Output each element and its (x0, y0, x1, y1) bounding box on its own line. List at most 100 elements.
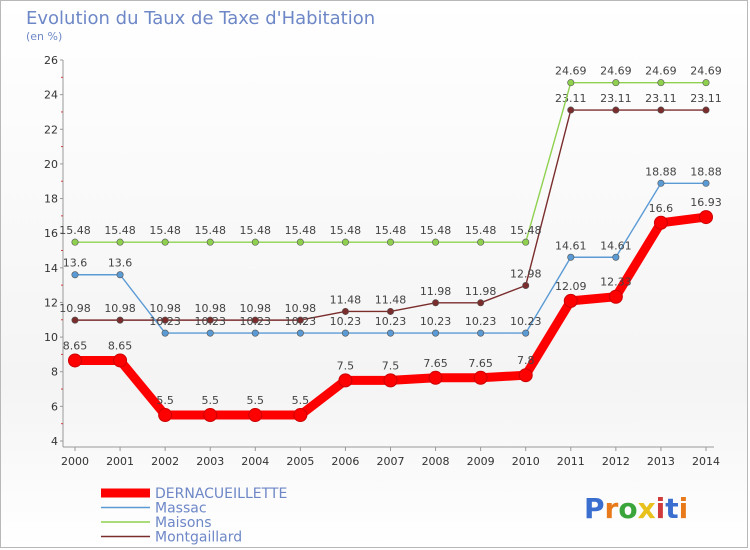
logo-letter: x (638, 492, 656, 525)
x-tick-label: 2011 (557, 455, 585, 468)
data-point (251, 329, 259, 337)
data-point (699, 210, 713, 225)
data-point (657, 179, 665, 187)
data-label: 15.48 (149, 224, 181, 237)
data-label: 13.6 (63, 257, 88, 270)
data-label: 15.48 (59, 224, 91, 237)
data-point (341, 238, 349, 246)
data-label: 15.48 (510, 224, 542, 237)
data-point (203, 408, 218, 423)
data-point (71, 238, 79, 246)
data-point (567, 253, 575, 261)
data-label: 10.23 (149, 315, 181, 328)
data-point (432, 329, 440, 337)
series-montgaillard: 10.98 10.98 10.98 10.98 10.98 10.98 11.48 11.48… (59, 92, 722, 324)
data-point (161, 238, 169, 246)
data-point (116, 271, 124, 279)
y-tick-label: 6 (51, 400, 58, 413)
legend-label: Massac (155, 501, 207, 517)
data-label: 10.98 (194, 302, 226, 315)
data-label: 13.6 (108, 257, 133, 270)
x-tick-label: 2014 (692, 455, 720, 468)
data-point (612, 253, 620, 261)
data-label: 10.23 (465, 315, 497, 328)
data-point (71, 271, 79, 279)
data-label: 15.48 (194, 224, 226, 237)
data-point (251, 238, 259, 246)
data-label: 15.48 (420, 224, 452, 237)
x-tick-label: 2004 (241, 455, 269, 468)
data-point (296, 238, 304, 246)
data-point (296, 329, 304, 337)
data-label: 10.23 (420, 315, 452, 328)
data-label: 24.69 (645, 65, 677, 78)
x-tick-label: 2008 (422, 455, 450, 468)
y-tick-label: 8 (51, 366, 58, 379)
y-tick-label: 24 (44, 89, 58, 102)
data-point (116, 238, 124, 246)
data-point (653, 215, 668, 230)
data-label: 15.48 (330, 224, 362, 237)
data-point (522, 329, 530, 337)
data-label: 8.65 (63, 339, 88, 352)
legend-label: Montgaillard (155, 530, 242, 546)
data-label: 10.98 (149, 302, 181, 315)
data-label: 15.48 (465, 224, 497, 237)
data-point (206, 238, 214, 246)
data-label: 15.48 (240, 224, 272, 237)
data-point (206, 316, 214, 324)
logo-letter: P (584, 492, 605, 525)
data-label: 8.65 (108, 339, 133, 352)
data-label: 7.65 (468, 357, 493, 370)
data-label: 12.33 (600, 276, 632, 289)
data-label: 16.6 (649, 202, 674, 215)
data-label: 10.98 (240, 302, 272, 315)
legend-label: Maisons (155, 515, 212, 531)
data-label: 23.11 (690, 92, 722, 105)
data-label: 10.98 (285, 302, 317, 315)
data-point (161, 316, 169, 324)
chart-subtitle: (en %) (26, 30, 62, 43)
x-tick-label: 2005 (286, 455, 314, 468)
logo-letter: i (656, 492, 666, 525)
data-point (608, 289, 623, 304)
data-label: 23.11 (600, 92, 632, 105)
data-point (432, 238, 440, 246)
data-label: 5.5 (247, 394, 265, 407)
data-point (702, 79, 710, 87)
x-tick-label: 2003 (196, 455, 224, 468)
data-point (113, 353, 128, 368)
logo-letter: o (618, 492, 637, 525)
data-point (522, 281, 530, 289)
legend-label: DERNACUEILLETTE (155, 486, 287, 502)
y-tick-label: 22 (44, 123, 58, 136)
series-maisons: 15.48 15.48 15.48 15.48 15.48 15.48 15.48 15.48… (59, 65, 722, 246)
data-label: 11.98 (465, 285, 497, 298)
data-point (383, 373, 398, 388)
data-point (386, 329, 394, 337)
data-label: 7.5 (337, 359, 355, 372)
data-point (158, 408, 173, 423)
data-label: 10.23 (330, 315, 362, 328)
data-point (248, 408, 263, 423)
series-dernacueillette: 8.65 8.65 5.5 5.5 5.5 5.5 7.5 7.5 7.65 7.65 7.8 12.… (63, 196, 722, 423)
data-point (341, 329, 349, 337)
series-layer: 10.98 10.98 10.98 10.98 10.98 10.98 11.48 11.48… (59, 65, 722, 423)
y-tick-label: 20 (44, 158, 58, 171)
data-point (386, 307, 394, 315)
data-point (338, 373, 353, 388)
data-label: 7.5 (382, 359, 400, 372)
data-label: 10.23 (510, 315, 542, 328)
data-label: 14.61 (555, 239, 587, 252)
axes: 4 6 8 10 12 14 16 18 20 22 24 26 2000 2001 2002 2003 200… (44, 54, 720, 468)
data-label: 11.98 (420, 285, 452, 298)
data-point (702, 179, 710, 187)
data-point (206, 329, 214, 337)
data-label: 18.88 (690, 165, 722, 178)
data-point (473, 370, 488, 385)
x-tick-label: 2001 (106, 455, 134, 468)
proxiti-logo: Proxiti (584, 492, 688, 525)
